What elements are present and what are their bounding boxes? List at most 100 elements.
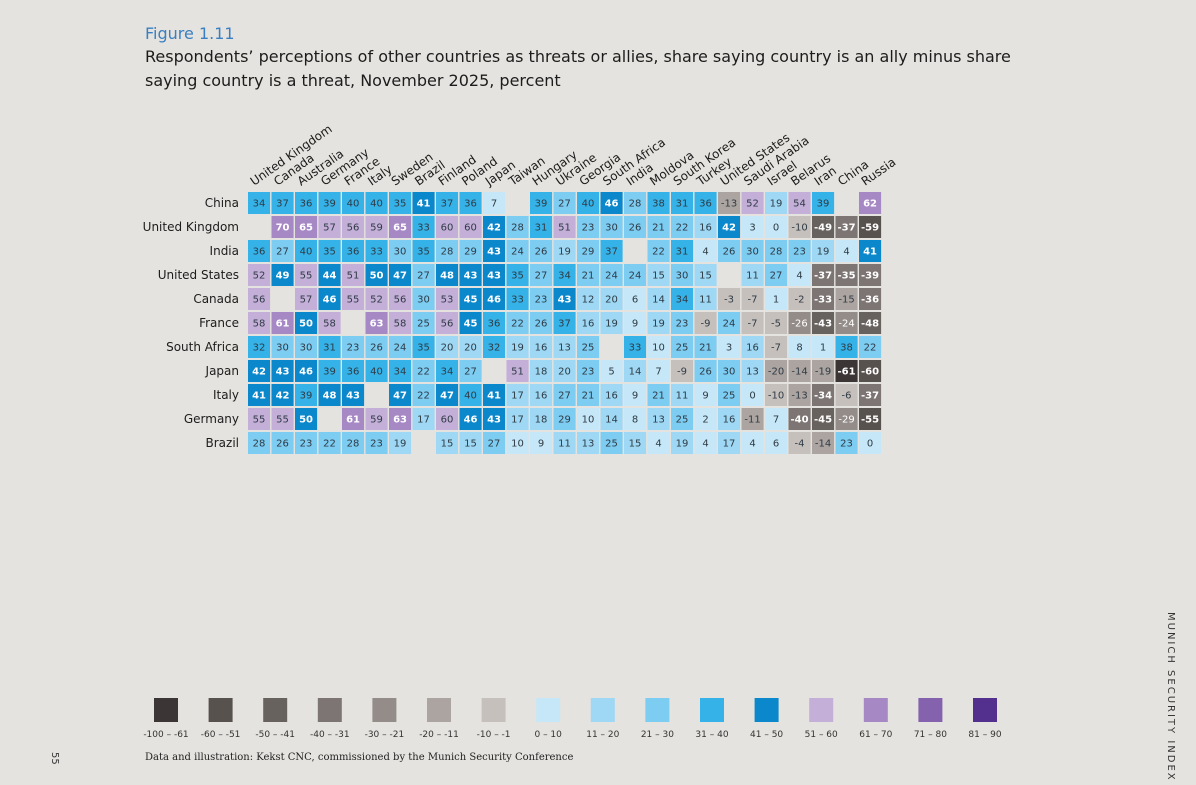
cell-value-label: -26 [791, 319, 807, 330]
heatmap-cell [741, 408, 764, 430]
heatmap-cell [741, 360, 764, 382]
legend-swatch [590, 698, 615, 722]
heatmap-cell [835, 408, 858, 430]
cell-value-label: -29 [838, 415, 854, 426]
cell-value-label: 35 [417, 343, 430, 354]
legend-label: 0 – 10 [534, 730, 562, 740]
heatmap-cell [812, 432, 835, 454]
cell-value-label: 15 [441, 439, 454, 450]
cell-value-label: 26 [699, 367, 712, 378]
cell-value-label: 36 [253, 247, 266, 258]
cell-value-label: 22 [417, 391, 430, 402]
heatmap-cell [295, 264, 318, 286]
heatmap-cell [671, 312, 694, 334]
cell-value-label: 15 [652, 271, 665, 282]
cell-value-label: 8 [632, 415, 638, 426]
row-label: Brazil [206, 436, 240, 450]
cell-value-label: 60 [441, 415, 454, 426]
cell-value-label: 38 [652, 199, 665, 210]
heatmap-cell [624, 336, 647, 358]
cell-value-label: -43 [814, 319, 832, 330]
heatmap-cell [389, 384, 412, 406]
heatmap-cell [295, 192, 318, 214]
cell-value-label: 58 [394, 319, 407, 330]
heatmap-cell [459, 216, 482, 238]
cell-value-label: 36 [300, 199, 313, 210]
heatmap-cell [812, 336, 835, 358]
heatmap-cell [553, 312, 576, 334]
heatmap-cell [553, 360, 576, 382]
heatmap-cell [671, 408, 694, 430]
heatmap-cell [765, 216, 788, 238]
heatmap-cell [389, 336, 412, 358]
cell-value-label: 31 [676, 247, 689, 258]
cell-value-label: 23 [582, 367, 595, 378]
heatmap-cell [600, 408, 623, 430]
cell-value-label: 47 [393, 391, 407, 402]
cell-value-label: 23 [535, 295, 548, 306]
heatmap-cell [271, 240, 294, 262]
legend-swatch [809, 698, 834, 722]
cell-value-label: 39 [323, 199, 336, 210]
heatmap-cell [271, 312, 294, 334]
heatmap-cell [530, 384, 553, 406]
cell-value-label: 23 [347, 343, 360, 354]
heatmap-cell [788, 216, 811, 238]
heatmap-cell [812, 192, 835, 214]
heatmap-cell [389, 432, 412, 454]
cell-value-label: 30 [676, 271, 689, 282]
heatmap-cell [765, 360, 788, 382]
cell-value-label: 22 [676, 223, 689, 234]
cell-value-label: 43 [276, 367, 290, 378]
cell-value-label: 23 [300, 439, 313, 450]
cell-value-label: -61 [838, 367, 856, 378]
heatmap-cell [412, 240, 435, 262]
cell-value-label: -7 [771, 343, 781, 354]
heatmap-cell [788, 408, 811, 430]
heatmap-cell [647, 240, 670, 262]
cell-value-label: 22 [864, 343, 877, 354]
cell-value-label: -10 [768, 391, 784, 402]
cell-value-label: 31 [676, 199, 689, 210]
legend-label: 21 – 30 [641, 730, 674, 740]
heatmap-cell [342, 336, 365, 358]
cell-value-label: 27 [464, 367, 477, 378]
heatmap-cell [718, 336, 741, 358]
heatmap-cell [459, 192, 482, 214]
cell-value-label: 30 [300, 343, 313, 354]
heatmap-cell [248, 408, 271, 430]
cell-value-label: 42 [252, 367, 266, 378]
heatmap-cell [530, 336, 553, 358]
cell-value-label: 41 [863, 247, 877, 258]
cell-value-label: 40 [370, 199, 383, 210]
heatmap-cell [295, 432, 318, 454]
cell-value-label: 36 [699, 199, 712, 210]
legend-label: 41 – 50 [750, 730, 783, 740]
heatmap-cell [389, 216, 412, 238]
heatmap-cell [694, 216, 717, 238]
heatmap-cell [248, 192, 271, 214]
cell-value-label: 43 [464, 271, 478, 282]
cell-value-label: 46 [605, 199, 619, 210]
cell-value-label: 26 [535, 319, 548, 330]
source-note: Data and illustration: Kekst CNC, commis… [145, 752, 574, 763]
heatmap-cell [271, 192, 294, 214]
cell-value-label: 5 [608, 367, 614, 378]
heatmap-cell [271, 360, 294, 382]
heatmap-cell [788, 336, 811, 358]
cell-value-label: 19 [394, 439, 407, 450]
cell-value-label: -37 [838, 223, 856, 234]
heatmap-cell [318, 288, 341, 310]
cell-value-label: 50 [299, 415, 313, 426]
heatmap-cell [436, 312, 459, 334]
heatmap-cell [835, 264, 858, 286]
cell-value-label: 22 [652, 247, 665, 258]
legend-label: -50 – -41 [255, 730, 295, 740]
heatmap-cell [318, 216, 341, 238]
cell-value-label: 10 [511, 439, 524, 450]
heatmap-cell [694, 384, 717, 406]
cell-value-label: 63 [370, 319, 384, 330]
heatmap-cell [624, 384, 647, 406]
cell-value-label: 23 [370, 439, 383, 450]
heatmap-cell [530, 408, 553, 430]
